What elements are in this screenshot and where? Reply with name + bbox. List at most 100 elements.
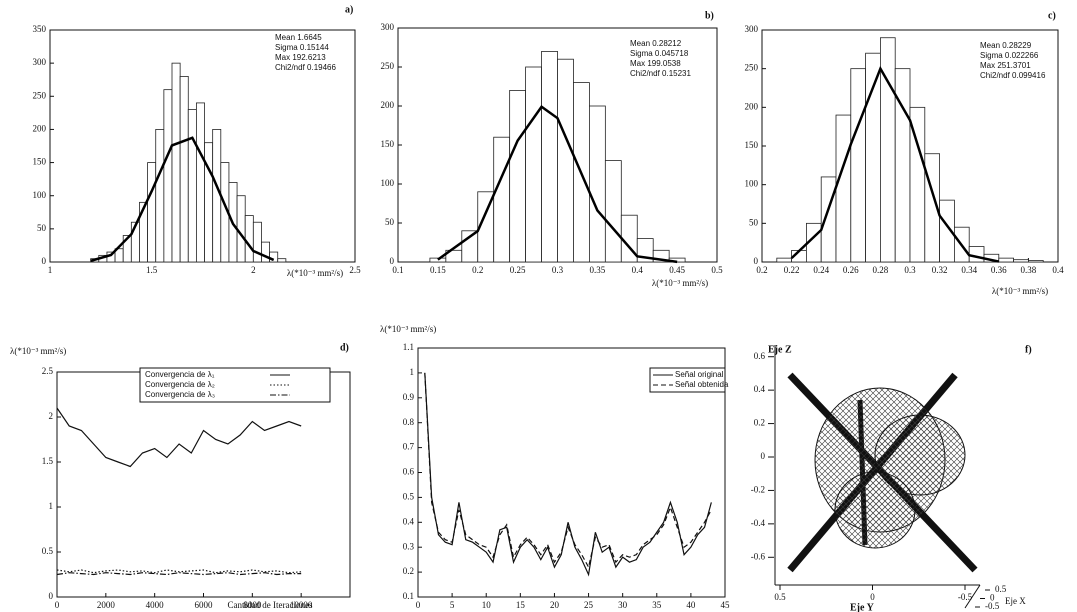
- histogram-bar: [244, 215, 254, 263]
- y-tick-label: 0.6: [403, 467, 415, 477]
- histogram-bar: [525, 66, 542, 263]
- legend-box: [649, 367, 726, 393]
- y-tick-label: 150: [381, 139, 395, 149]
- y-tick-label: 150: [33, 157, 47, 167]
- x-tick-label: 2: [251, 265, 256, 275]
- y-tick-label: 200: [33, 123, 47, 133]
- x-tick-label: 0.2: [756, 265, 767, 275]
- histogram-bar: [998, 257, 1014, 263]
- y-axis-label: λ(*10⁻³ mm²/s): [380, 324, 436, 334]
- histogram-bar: [195, 102, 205, 263]
- stats-line: Mean 1.6645: [275, 33, 322, 42]
- y-tick-label: 50: [749, 217, 759, 227]
- legend-label: Convergencia de λ₃: [145, 390, 215, 399]
- y-tick-label: 0.4: [403, 516, 415, 526]
- stats-line: Chi2/ndf 0.099416: [980, 71, 1046, 80]
- y-tick-label: 0.2: [403, 566, 414, 576]
- y-tick-label: 50: [385, 217, 395, 227]
- y-tick-label: 250: [381, 61, 395, 71]
- y-tick-label: 1.1: [403, 342, 414, 352]
- y-tick-label: 0.7: [403, 442, 415, 452]
- y-tick-label: 150: [745, 140, 759, 150]
- x-tick-label: 1.5: [146, 265, 158, 275]
- stats-line: Chi2/ndf 0.19466: [275, 63, 336, 72]
- series-line: [424, 372, 712, 569]
- histogram-bar: [509, 90, 526, 263]
- y-tick-label: 250: [33, 90, 47, 100]
- histogram-bar: [155, 129, 165, 263]
- x-tick-label: 25: [584, 600, 594, 610]
- z-tick-label: 0.2: [754, 418, 765, 428]
- histogram-bar: [269, 251, 279, 263]
- histogram-bar: [493, 136, 511, 263]
- x-tick-label: 0.15: [430, 265, 446, 275]
- x-tick-label: 30: [618, 600, 628, 610]
- y-tick-label: 0: [870, 592, 875, 602]
- x-tick-label: 20: [550, 600, 560, 610]
- x-tick-label: 0.38: [1021, 265, 1037, 275]
- y-tick-label: -0.5: [958, 592, 973, 602]
- histogram-bar: [1028, 260, 1044, 263]
- y-tick-label: 300: [381, 22, 395, 32]
- histogram-bar: [1013, 259, 1029, 263]
- stats-line: Max 199.0538: [630, 59, 681, 68]
- x-tick-label: 0.2: [472, 265, 483, 275]
- histogram-bar: [163, 89, 173, 263]
- x-tick-label: 15: [516, 600, 526, 610]
- y-tick-label: 0.5: [774, 592, 786, 602]
- y-tick-label: 50: [37, 223, 47, 233]
- z-tick-label: -0.4: [751, 518, 766, 528]
- panel-label: a): [345, 4, 353, 15]
- x-axis-label: λ(*10⁻³ mm²/s): [992, 286, 1048, 296]
- stats-line: Sigma 0.045718: [630, 49, 689, 58]
- y-tick-label: 250: [745, 63, 759, 73]
- panel-label: c): [1048, 10, 1056, 21]
- y-tick-label: 100: [745, 179, 759, 189]
- histogram-bar: [252, 221, 262, 263]
- x-tick-label: 4000: [146, 600, 165, 610]
- x-tick-label: 35: [652, 600, 662, 610]
- y-tick-label: 1: [49, 501, 54, 511]
- x-tick-label: 0.45: [669, 265, 685, 275]
- histogram-bar: [820, 176, 837, 263]
- y-tick-label: 100: [381, 178, 395, 188]
- stats-line: Max 251.3701: [980, 61, 1031, 70]
- fit-curve: [437, 105, 678, 264]
- histogram-bar: [277, 258, 287, 263]
- y-tick-label: 0.5: [42, 546, 54, 556]
- x-axis-label: Cantidad de Iteraciones: [228, 600, 313, 610]
- x-tick-label: 0.25: [510, 265, 526, 275]
- x-axis-label: λ(*10⁻³ mm²/s): [652, 278, 708, 288]
- x-tick-label: 2.5: [349, 265, 361, 275]
- histogram-bar: [604, 160, 622, 263]
- histogram-bar: [652, 249, 670, 263]
- x-tick-label: 0: [990, 593, 995, 603]
- x-tick-label: 8000: [243, 600, 262, 610]
- z-tick-label: 0.4: [754, 384, 766, 394]
- panel-label: b): [705, 10, 714, 21]
- z-tick-label: -0.6: [751, 551, 766, 561]
- x-tick-label: 0.4: [1052, 265, 1064, 275]
- legend-label: Señal obtenida: [675, 380, 729, 389]
- stats-line: Mean 0.28212: [630, 39, 682, 48]
- y-tick-label: 300: [745, 24, 759, 34]
- panel-label: f): [1025, 344, 1032, 355]
- legend-label: Convergencia de λ₁: [145, 370, 215, 379]
- histogram-bar: [968, 246, 985, 263]
- axis: [964, 584, 981, 609]
- x-tick-label: 10000: [290, 600, 313, 610]
- x-axis-label: Eje X: [1005, 596, 1026, 606]
- x-tick-label: 0.28: [873, 265, 889, 275]
- histogram-bar: [589, 105, 606, 263]
- z-tick-label: 0: [761, 451, 766, 461]
- x-tick-label: -0.5: [985, 601, 1000, 611]
- series-line: [56, 569, 302, 574]
- y-tick-label: 2: [49, 411, 54, 421]
- x-tick-label: 10: [482, 600, 492, 610]
- y-tick-label: 100: [33, 190, 47, 200]
- panel-label: d): [340, 342, 349, 353]
- x-tick-label: 6000: [195, 600, 214, 610]
- x-tick-label: 0.36: [991, 265, 1007, 275]
- y-tick-label: 0.5: [403, 491, 415, 501]
- histogram-bar: [171, 62, 181, 263]
